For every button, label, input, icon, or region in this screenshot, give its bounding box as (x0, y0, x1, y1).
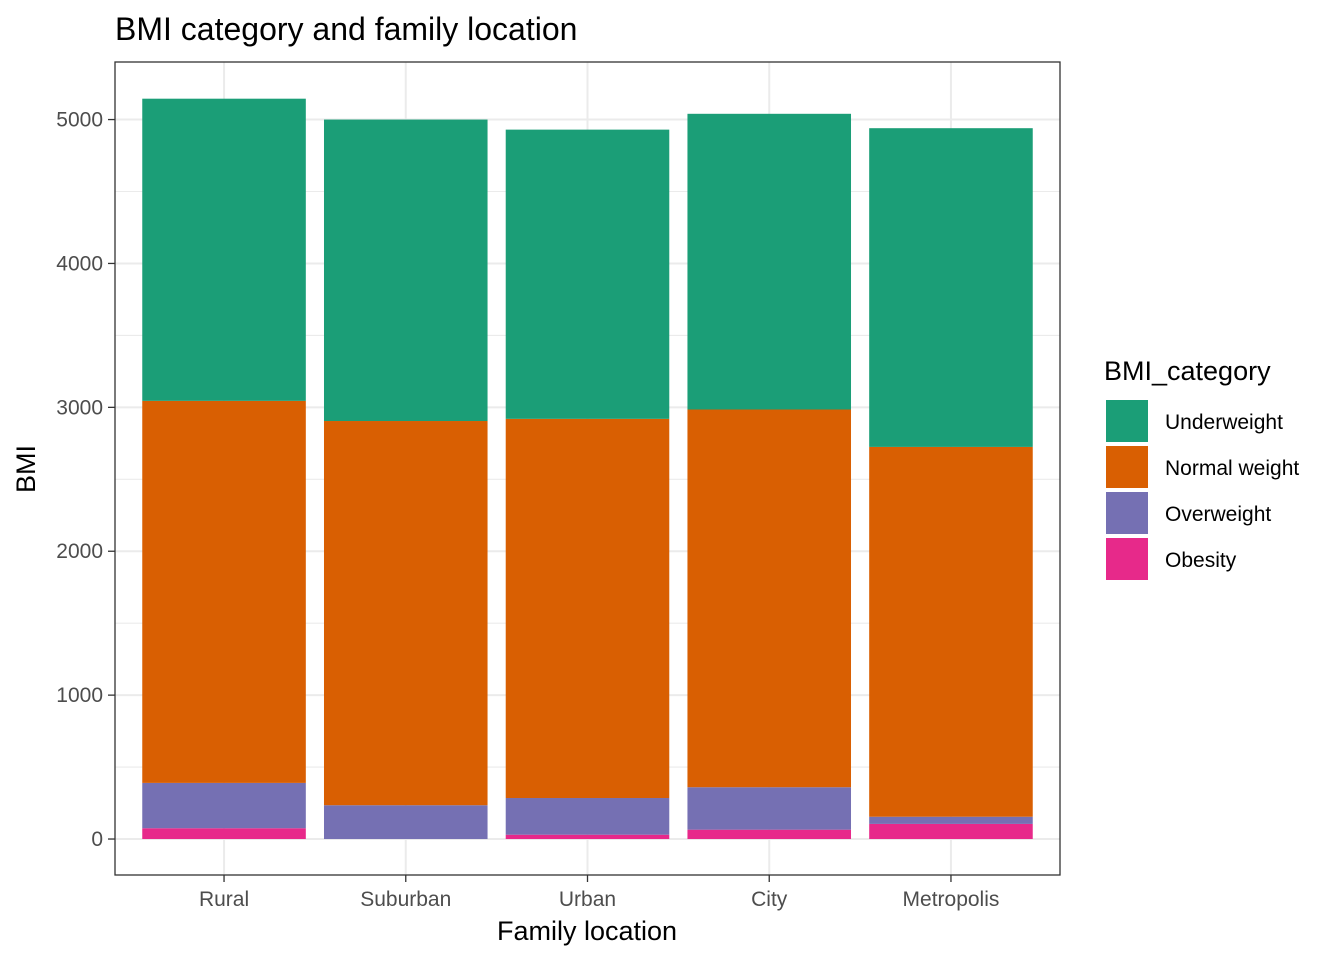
legend-key-normal-weight (1106, 446, 1148, 488)
y-tick-label: 5000 (56, 109, 103, 132)
x-tick-label: Suburban (360, 888, 451, 911)
bar-suburban-underweight (323, 119, 488, 422)
bar-urban-normal-weight (505, 418, 670, 799)
x-tick-label: Metropolis (903, 888, 1000, 911)
bar-urban-overweight (505, 798, 670, 835)
x-axis-title: Family location (497, 916, 677, 946)
bar-city-overweight (687, 787, 852, 830)
bar-rural-underweight (142, 98, 306, 401)
y-tick-label: 0 (91, 828, 103, 851)
bar-metropolis-underweight (869, 128, 1033, 447)
legend-key-obesity (1106, 538, 1148, 580)
bar-city-normal-weight (687, 409, 852, 788)
bar-urban-obesity (505, 834, 670, 840)
legend-label: Overweight (1165, 503, 1271, 526)
bar-urban-underweight (505, 129, 670, 419)
bar-suburban-overweight (323, 805, 488, 840)
bar-rural-normal-weight (142, 400, 306, 783)
legend: BMI_category Underweight Normal weight Ove… (1104, 356, 1299, 580)
y-axis-title: BMI (11, 445, 41, 493)
bar-suburban-normal-weight (323, 421, 488, 806)
bar-city-underweight (687, 113, 852, 410)
y-tick-label: 4000 (56, 252, 103, 275)
y-axis: 0 1000 2000 3000 4000 5000 (56, 109, 115, 851)
y-tick-label: 2000 (56, 540, 103, 563)
bar-metropolis-obesity (869, 823, 1033, 840)
bar-rural-overweight (142, 782, 306, 829)
legend-label: Obesity (1165, 549, 1237, 572)
bar-city-obesity (687, 829, 852, 840)
legend-title: BMI_category (1104, 356, 1271, 386)
bar-metropolis-overweight (869, 816, 1033, 824)
y-tick-label: 3000 (56, 396, 103, 419)
chart-title: BMI category and family location (115, 11, 577, 47)
bar-rural-obesity (142, 828, 306, 840)
legend-label: Normal weight (1165, 457, 1299, 480)
legend-key-overweight (1106, 492, 1148, 534)
x-axis: Rural Suburban Urban City Metropolis (199, 875, 999, 911)
x-tick-label: Urban (559, 888, 616, 911)
y-tick-label: 1000 (56, 684, 103, 707)
bars (142, 98, 1033, 840)
legend-label: Underweight (1165, 411, 1283, 434)
plot-panel (114, 61, 1061, 876)
x-tick-label: Rural (199, 888, 249, 911)
x-tick-label: City (751, 888, 788, 911)
legend-key-underweight (1106, 400, 1148, 442)
bar-metropolis-normal-weight (869, 446, 1033, 817)
